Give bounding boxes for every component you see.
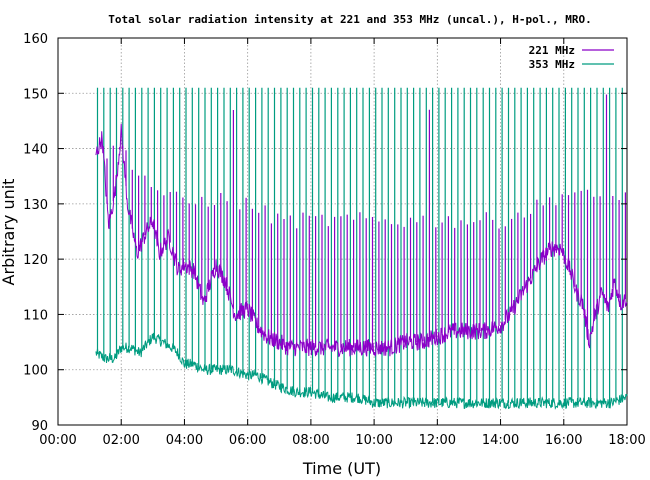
x-tick-label: 08:00 — [292, 433, 329, 448]
y-tick-label: 130 — [23, 198, 48, 213]
y-axis-label: Arbitrary unit — [0, 179, 18, 286]
chart-title: Total solar radiation intensity at 221 a… — [108, 13, 591, 26]
legend: 221 MHz 353 MHz — [529, 44, 614, 71]
x-tick-label: 16:00 — [545, 433, 582, 448]
x-tick-label: 10:00 — [355, 433, 392, 448]
series-line-353-mhz — [95, 332, 628, 410]
y-tick-label: 100 — [23, 364, 48, 379]
series-line-221-mhz — [95, 123, 628, 358]
plot-frame — [57, 37, 628, 426]
legend-label-353-mhz: 353 MHz — [529, 58, 575, 71]
series-layer — [95, 87, 628, 410]
x-axis-label: Time (UT) — [302, 459, 381, 478]
legend-label-221-mhz: 221 MHz — [529, 44, 575, 57]
x-tick-label: 18:00 — [608, 433, 645, 448]
x-tick-label: 14:00 — [482, 433, 519, 448]
x-tick-label: 00:00 — [39, 433, 76, 448]
x-tick-label: 02:00 — [102, 433, 139, 448]
y-tick-label: 90 — [31, 419, 48, 434]
x-tick-label: 04:00 — [166, 433, 203, 448]
x-tick-label: 06:00 — [229, 433, 266, 448]
x-tick-label: 12:00 — [419, 433, 456, 448]
y-tick-label: 120 — [23, 253, 48, 268]
series-221-mhz — [95, 94, 628, 358]
grid — [58, 38, 627, 425]
y-tick-label: 150 — [23, 87, 48, 102]
ticks: 00:00 02:00 04:00 06:00 08:00 10:00 12:00 14:00… — [23, 32, 646, 448]
y-tick-label: 140 — [23, 143, 48, 158]
y-tick-label: 160 — [23, 32, 48, 47]
y-tick-label: 110 — [23, 308, 48, 323]
